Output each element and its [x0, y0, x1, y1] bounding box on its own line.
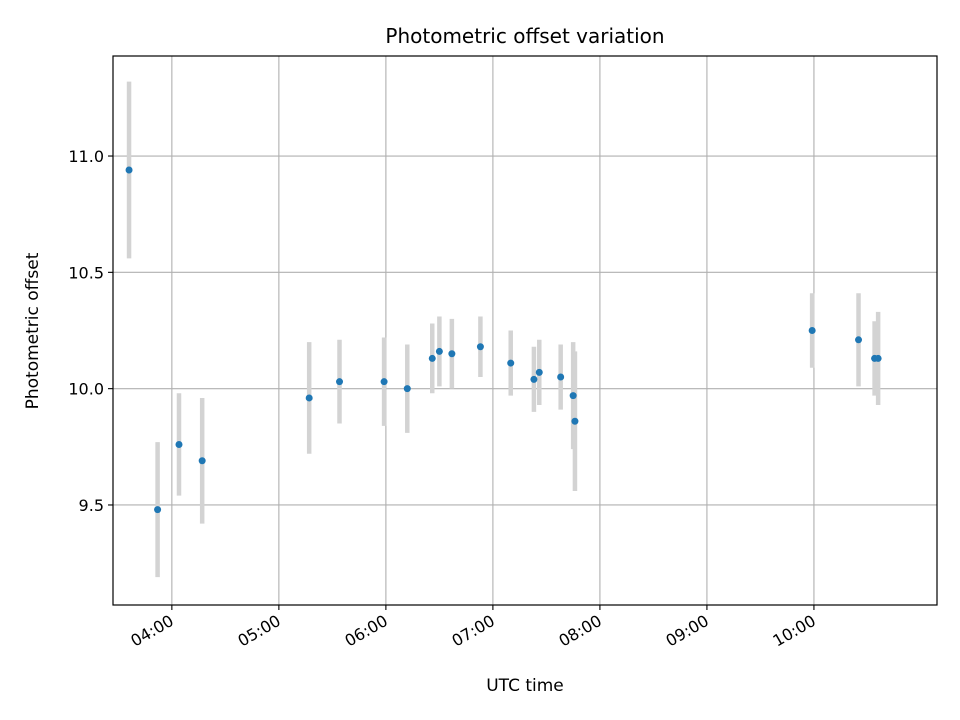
data-points — [125, 166, 882, 514]
y-tick-label: 11.0 — [68, 147, 104, 166]
data-point — [428, 354, 436, 362]
chart-title: Photometric offset variation — [385, 24, 664, 48]
data-point — [557, 373, 565, 381]
data-point — [874, 354, 882, 362]
plot-area-frame — [112, 55, 938, 606]
y-tick-label: 10.0 — [68, 380, 104, 399]
y-tick-label: 10.5 — [68, 263, 104, 282]
y-axis-label: Photometric offset — [23, 252, 43, 409]
data-point — [569, 392, 577, 400]
data-point — [154, 506, 162, 514]
data-point — [530, 375, 538, 383]
data-point — [476, 343, 484, 351]
data-point — [403, 385, 411, 393]
data-point — [380, 378, 388, 386]
data-point — [855, 336, 863, 344]
data-point — [448, 350, 456, 358]
x-axis-label: UTC time — [486, 676, 564, 696]
data-point — [571, 417, 579, 425]
y-tick-label: 9.5 — [79, 496, 104, 515]
data-point — [808, 327, 816, 334]
data-point — [198, 457, 206, 465]
grid-lines — [113, 56, 937, 605]
data-point — [125, 166, 133, 174]
data-point — [535, 368, 543, 376]
data-point — [305, 394, 313, 402]
data-point — [175, 440, 183, 448]
data-point — [336, 378, 344, 386]
data-point — [435, 347, 443, 355]
data-point — [507, 359, 515, 367]
